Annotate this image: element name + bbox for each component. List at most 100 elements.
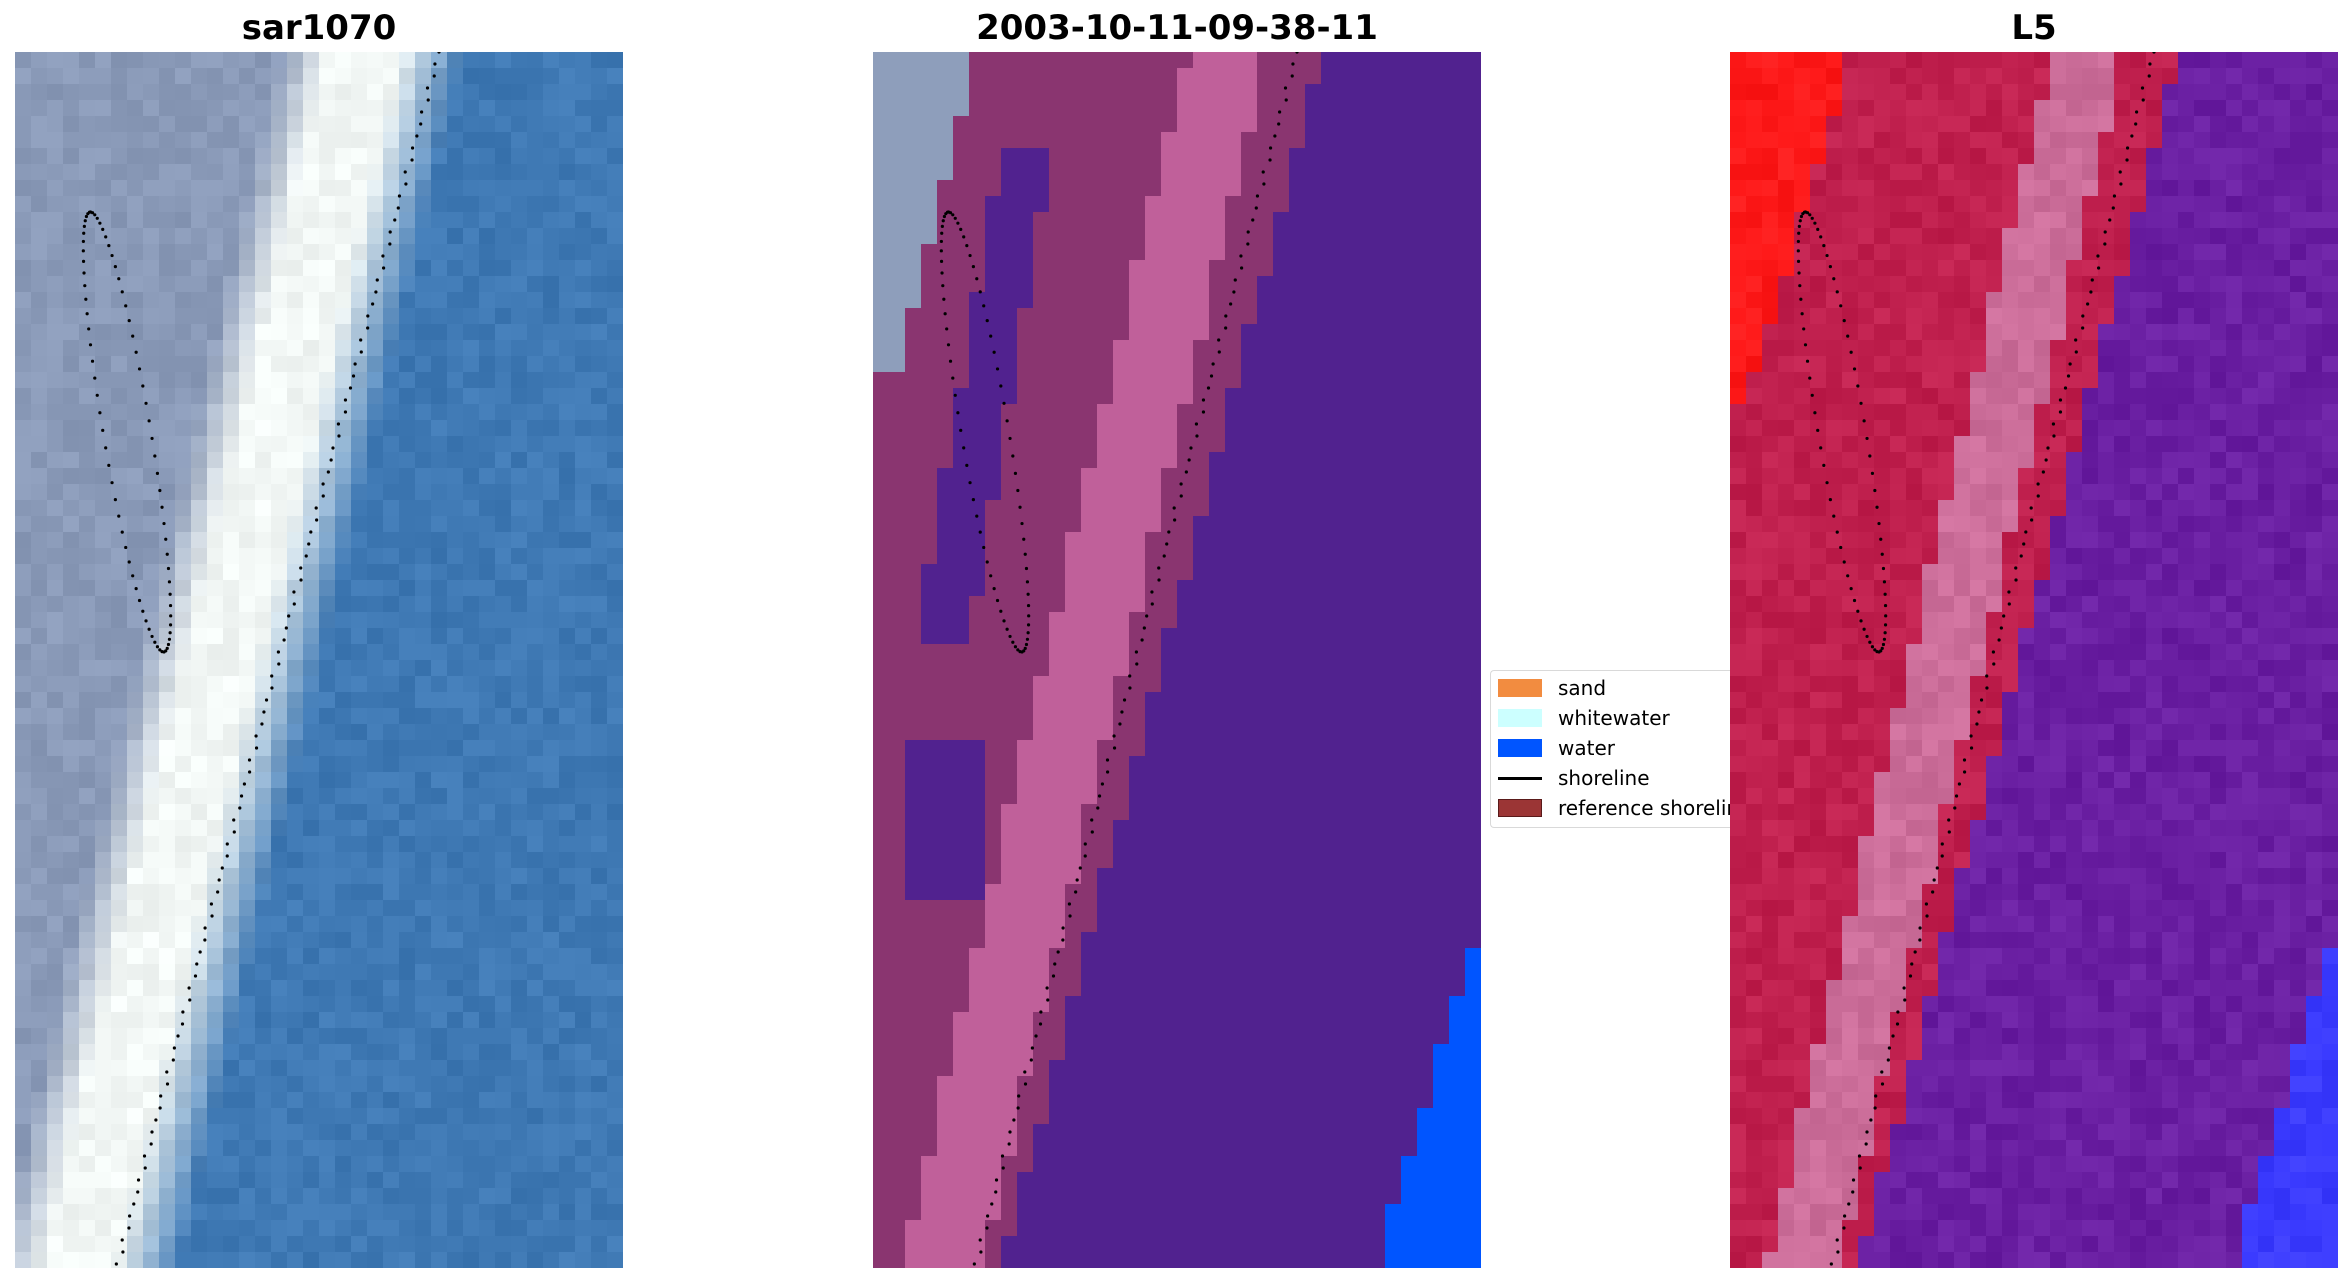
shoreline-point [329, 458, 333, 462]
shoreline-point [995, 367, 1000, 371]
shoreline-point [1799, 214, 1804, 219]
shoreline-point [144, 619, 148, 623]
shoreline-point [168, 631, 172, 635]
shoreline-point [120, 1238, 124, 1242]
shoreline-point [1877, 521, 1881, 526]
shoreline-point [359, 338, 363, 342]
shoreline-point [1819, 446, 1823, 450]
shoreline-point [2081, 326, 2085, 330]
shoreline-point [962, 235, 966, 239]
shoreline-point [1232, 290, 1236, 294]
shoreline-point [1011, 640, 1015, 644]
shoreline-point [1145, 614, 1149, 618]
shoreline-point [87, 210, 92, 214]
classified-image [873, 52, 1481, 1268]
shoreline-point [242, 782, 247, 786]
shoreline-point [284, 626, 288, 630]
shoreline-point [1851, 1178, 1856, 1182]
shoreline-point [1029, 1058, 1033, 1062]
shoreline-point [2002, 614, 2006, 618]
shoreline-point [166, 642, 171, 647]
shoreline-point [1883, 631, 1887, 635]
shoreline-point [164, 537, 168, 541]
shoreline-point [940, 231, 944, 235]
shoreline-point [979, 1250, 983, 1254]
shoreline-point [1112, 734, 1116, 738]
shoreline-point [943, 312, 947, 316]
shoreline-point [343, 398, 348, 402]
shoreline-point [1217, 350, 1221, 354]
shoreline-point [150, 436, 154, 441]
shoreline-point [314, 506, 318, 510]
shoreline-point [388, 230, 392, 234]
shoreline-point [85, 312, 89, 316]
shoreline-point [1800, 312, 1804, 316]
shoreline-point [160, 650, 164, 654]
shoreline-point [348, 386, 353, 390]
shoreline-point [124, 304, 128, 308]
shoreline-point [1880, 646, 1884, 650]
shoreline-point [982, 545, 986, 550]
shoreline-point [134, 587, 138, 591]
shoreline-point [142, 1154, 147, 1158]
shoreline-point [110, 481, 114, 485]
shoreline-point [1997, 638, 2001, 642]
shoreline-point [232, 830, 236, 834]
shoreline-point [975, 277, 979, 281]
legend-label: sand [1558, 676, 1607, 700]
shoreline-point [203, 938, 207, 942]
shoreline-point [147, 627, 151, 631]
shoreline-point [1023, 1082, 1028, 1086]
shoreline-point [1012, 1118, 1016, 1122]
shoreline-point [1822, 244, 1826, 248]
shoreline-point [410, 146, 415, 150]
shoreline-point [1128, 686, 1132, 690]
shoreline-point [1100, 782, 1105, 786]
shoreline-point [956, 411, 960, 415]
shoreline-point [1913, 950, 1917, 954]
shoreline-point [180, 1022, 185, 1026]
shoreline-point [1797, 271, 1801, 275]
shoreline-point [1074, 890, 1078, 894]
shoreline-point [972, 1262, 976, 1266]
shoreline-point [994, 1178, 999, 1182]
shoreline-point [90, 211, 95, 215]
shoreline-point [1008, 1130, 1012, 1134]
shoreline-point [210, 914, 214, 918]
whitewater-swatch [1498, 709, 1542, 727]
shoreline-point [299, 578, 303, 582]
shoreline-point [81, 249, 85, 253]
shoreline-point [1816, 227, 1820, 231]
shoreline-overlay-1 [81, 52, 441, 1266]
shoreline-point [1896, 1010, 1900, 1014]
shoreline-point [965, 463, 969, 467]
shoreline-point [1873, 488, 1877, 493]
shoreline-point [1808, 213, 1812, 217]
shoreline-point [388, 242, 392, 246]
shoreline-point [95, 216, 99, 220]
shoreline-point [2112, 194, 2117, 198]
shoreline-point [2044, 458, 2048, 462]
shoreline-point [117, 514, 121, 518]
shoreline-point [292, 590, 296, 594]
shoreline-point [985, 319, 989, 323]
shoreline-point [1105, 758, 1110, 762]
shoreline-point [382, 266, 386, 270]
shoreline-point [982, 304, 986, 308]
shoreline-point [1018, 650, 1022, 654]
shoreline-point [1796, 259, 1801, 263]
shoreline-point [351, 374, 356, 378]
shoreline-point [419, 122, 423, 126]
shoreline-point [1187, 458, 1191, 462]
shoreline-point [232, 818, 236, 822]
shoreline-overlay-3 [1796, 52, 2156, 1266]
shoreline-point [1011, 454, 1015, 458]
shoreline-point [1005, 627, 1009, 631]
shoreline-point [93, 376, 97, 380]
shoreline-point [1884, 614, 1888, 618]
shoreline-point [1883, 592, 1887, 596]
shoreline-point [1026, 631, 1030, 635]
shoreline-point [994, 1190, 998, 1194]
shoreline-point [1932, 878, 1936, 882]
shoreline-point [1869, 1118, 1873, 1122]
